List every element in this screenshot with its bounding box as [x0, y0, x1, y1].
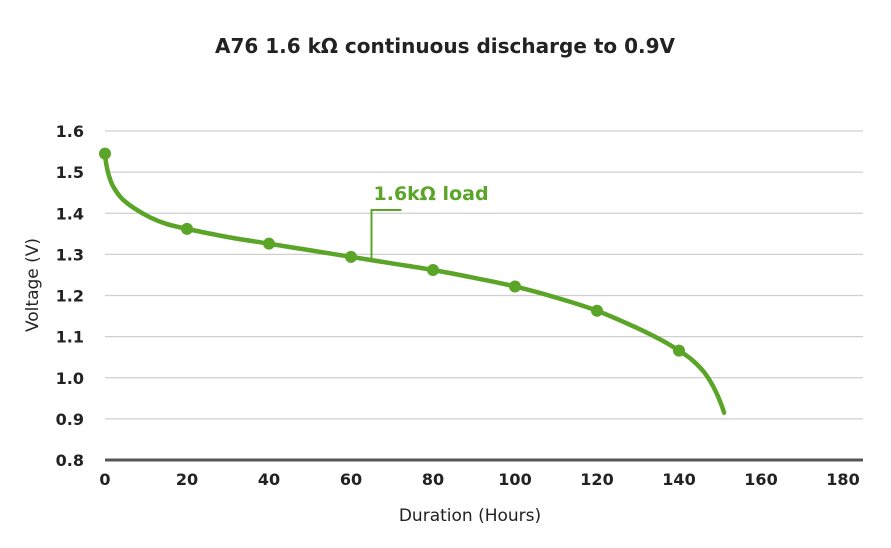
x-tick-label: 40: [258, 470, 280, 489]
y-tick-label: 1.4: [56, 204, 84, 223]
y-tick-label: 1.6: [56, 122, 84, 141]
data-point: [345, 250, 357, 263]
series-annotation-label: 1.6kΩ load: [374, 183, 489, 205]
annotation-leader-line: [370, 209, 402, 259]
data-point: [99, 147, 111, 160]
x-axis-title: Duration (Hours): [399, 506, 541, 526]
y-tick-label: 0.8: [56, 451, 84, 470]
y-tick-label: 0.9: [56, 410, 84, 429]
annotation-layer: 1.6kΩ load: [370, 183, 489, 259]
series-line-0: [102, 151, 727, 415]
y-tick-label: 1.0: [56, 369, 84, 388]
chart-title: A76 1.6 kΩ continuous discharge to 0.9V: [215, 34, 676, 58]
data-point: [673, 344, 685, 357]
y-tick-label: 1.3: [56, 245, 84, 264]
series-layer: [99, 147, 727, 415]
data-point: [181, 222, 193, 235]
y-tick-label: 1.2: [56, 287, 84, 306]
x-tick-label: 0: [99, 470, 110, 489]
x-tick-label: 180: [826, 470, 859, 489]
x-tick-label: 20: [176, 470, 198, 489]
data-point: [427, 264, 439, 277]
x-tick-label: 160: [744, 470, 777, 489]
axes: 0.8 0.9 1.0 1.1 1.2 1.3 1.4 1.5 1.6 0 20 40 60 80 100 1…: [56, 122, 863, 489]
x-tick-label: 140: [662, 470, 695, 489]
data-point: [509, 280, 521, 293]
x-tick-label: 120: [580, 470, 613, 489]
y-tick-label: 1.5: [56, 163, 84, 182]
data-point: [591, 304, 603, 317]
x-tick-label: 100: [498, 470, 531, 489]
y-tick-label: 1.1: [56, 328, 84, 347]
y-axis-title: Voltage (V): [23, 238, 43, 332]
x-tick-label: 80: [422, 470, 444, 489]
data-point: [263, 237, 275, 250]
x-tick-label: 60: [340, 470, 362, 489]
grid-lines: [105, 130, 863, 420]
